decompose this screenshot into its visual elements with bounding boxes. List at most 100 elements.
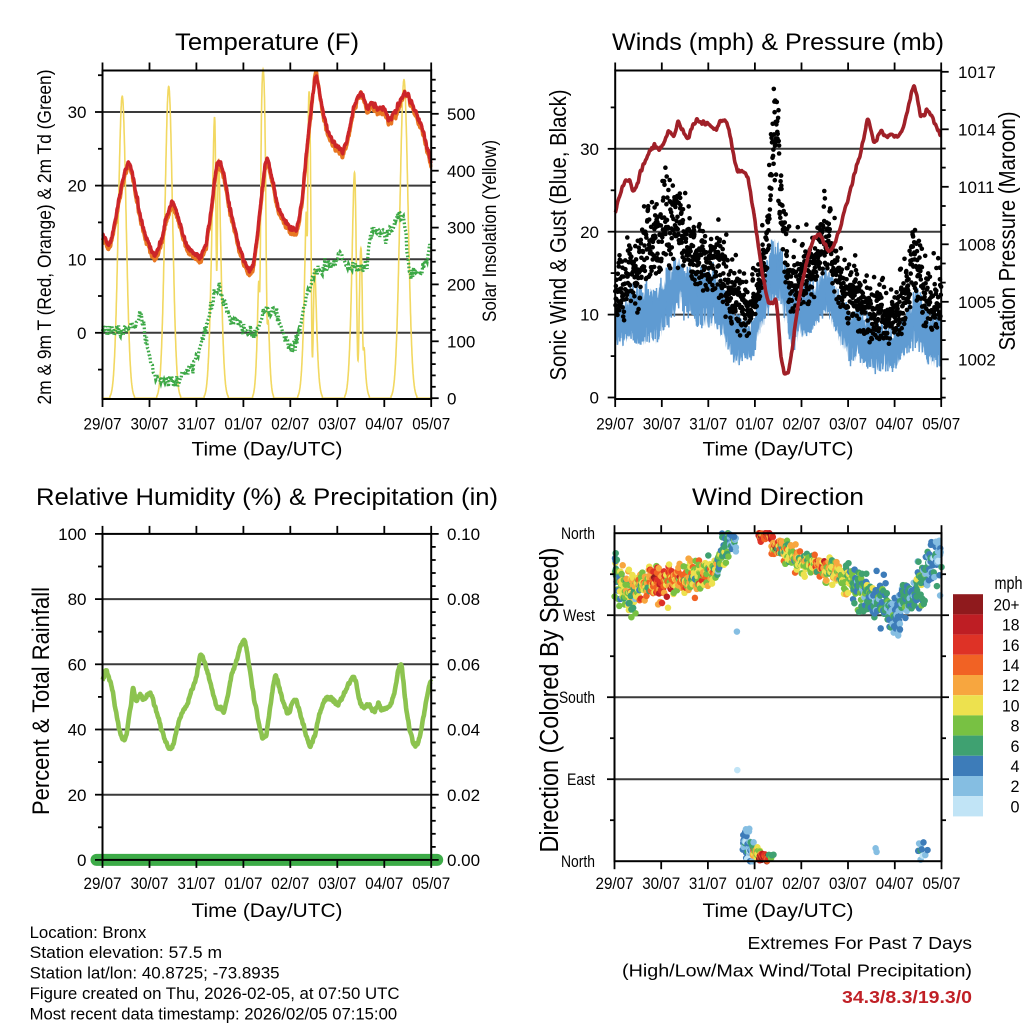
svg-text:Sonic Wind & Gust (Blue, Black: Sonic Wind & Gust (Blue, Black) (545, 90, 571, 381)
svg-text:29/07: 29/07 (84, 874, 122, 893)
svg-text:31/07: 31/07 (177, 874, 215, 893)
svg-text:01/07: 01/07 (224, 874, 262, 893)
svg-text:14: 14 (1002, 656, 1020, 675)
svg-text:18: 18 (1002, 616, 1020, 635)
svg-text:0.08: 0.08 (447, 590, 480, 609)
svg-text:Time (Day/UTC): Time (Day/UTC) (192, 901, 343, 922)
svg-text:1011: 1011 (958, 178, 995, 197)
svg-text:Percent & Total Rainfall: Percent & Total Rainfall (28, 587, 55, 815)
svg-text:Most recent data timestamp: 20: Most recent data timestamp: 2026/02/05 0… (30, 1004, 398, 1023)
svg-text:(High/Low/Max Wind/Total Preci: (High/Low/Max Wind/Total Precipitation) (622, 961, 972, 981)
svg-text:North: North (561, 525, 595, 543)
svg-text:01/07: 01/07 (736, 874, 774, 893)
svg-text:1005: 1005 (958, 293, 996, 312)
svg-text:31/07: 31/07 (177, 415, 215, 434)
svg-text:29/07: 29/07 (84, 415, 122, 434)
svg-text:30: 30 (580, 140, 599, 159)
svg-text:Station elevation: 57.5 m: Station elevation: 57.5 m (30, 943, 223, 962)
svg-text:Station Pressure (Maroon): Station Pressure (Maroon) (994, 112, 1020, 351)
svg-text:Time (Day/UTC): Time (Day/UTC) (703, 440, 854, 461)
svg-text:80: 80 (68, 590, 87, 609)
svg-text:2m & 9m T (Red, Orange) & 2m T: 2m & 9m T (Red, Orange) & 2m Td (Green) (34, 70, 56, 405)
svg-text:mph: mph (995, 573, 1023, 593)
svg-text:South: South (559, 689, 595, 707)
svg-text:20+: 20+ (994, 595, 1020, 614)
svg-text:Relative Humidity (%) & Precip: Relative Humidity (%) & Precipitation (i… (36, 484, 498, 511)
svg-text:05/07: 05/07 (412, 415, 450, 434)
svg-text:0.00: 0.00 (447, 851, 480, 870)
svg-text:30/07: 30/07 (131, 415, 169, 434)
svg-text:03/07: 03/07 (318, 874, 356, 893)
svg-text:6: 6 (1011, 737, 1020, 756)
svg-text:0: 0 (77, 324, 86, 343)
svg-text:1014: 1014 (958, 120, 996, 139)
svg-text:04/07: 04/07 (876, 415, 914, 434)
svg-text:Time (Day/UTC): Time (Day/UTC) (192, 440, 343, 461)
svg-text:60: 60 (68, 655, 87, 674)
svg-text:100: 100 (58, 525, 86, 544)
svg-text:Solar Insolation (Yellow): Solar Insolation (Yellow) (479, 140, 501, 322)
svg-text:30/07: 30/07 (131, 874, 169, 893)
svg-text:03/07: 03/07 (318, 415, 356, 434)
svg-text:12: 12 (1002, 676, 1020, 695)
svg-text:8: 8 (1011, 717, 1020, 736)
svg-text:03/07: 03/07 (829, 415, 867, 434)
svg-text:Figure created on Thu, 2026-02: Figure created on Thu, 2026-02-05, at 07… (30, 984, 400, 1003)
svg-text:100: 100 (447, 332, 475, 351)
svg-text:10: 10 (68, 250, 87, 269)
svg-text:1008: 1008 (958, 235, 996, 254)
svg-text:0: 0 (77, 851, 86, 870)
svg-text:01/07: 01/07 (224, 415, 262, 434)
svg-text:0.04: 0.04 (447, 721, 480, 740)
svg-text:04/07: 04/07 (876, 874, 914, 893)
svg-text:03/07: 03/07 (829, 874, 867, 893)
svg-text:20: 20 (68, 177, 87, 196)
svg-text:Extremes For Past 7 Days: Extremes For Past 7 Days (748, 933, 973, 953)
svg-text:1017: 1017 (958, 63, 996, 82)
svg-text:2: 2 (1011, 777, 1020, 796)
svg-text:Wind Direction: Wind Direction (692, 484, 864, 511)
svg-text:02/07: 02/07 (782, 874, 820, 893)
svg-text:1002: 1002 (958, 350, 996, 369)
svg-text:400: 400 (447, 162, 475, 181)
svg-text:02/07: 02/07 (271, 874, 309, 893)
svg-text:20: 20 (68, 786, 87, 805)
svg-text:West: West (563, 607, 595, 625)
svg-text:0: 0 (1011, 797, 1020, 816)
svg-text:02/07: 02/07 (271, 415, 309, 434)
svg-text:0: 0 (447, 389, 456, 408)
svg-text:East: East (567, 771, 595, 789)
svg-text:04/07: 04/07 (365, 874, 403, 893)
svg-text:Location: Bronx: Location: Bronx (30, 923, 147, 942)
svg-text:10: 10 (580, 306, 599, 325)
svg-text:Direction (Colored By Speed): Direction (Colored By Speed) (536, 548, 564, 853)
svg-text:Temperature (F): Temperature (F) (175, 29, 359, 56)
svg-text:05/07: 05/07 (922, 415, 960, 434)
svg-text:30: 30 (68, 103, 87, 122)
svg-text:05/07: 05/07 (412, 874, 450, 893)
svg-text:North: North (561, 853, 595, 871)
svg-text:31/07: 31/07 (689, 415, 727, 434)
svg-text:01/07: 01/07 (736, 415, 774, 434)
svg-text:30/07: 30/07 (643, 415, 681, 434)
svg-text:30/07: 30/07 (642, 874, 680, 893)
svg-text:29/07: 29/07 (596, 415, 634, 434)
svg-text:29/07: 29/07 (596, 874, 634, 893)
svg-text:20: 20 (580, 223, 599, 242)
svg-text:40: 40 (68, 721, 87, 740)
svg-text:4: 4 (1011, 757, 1020, 776)
svg-text:31/07: 31/07 (689, 874, 727, 893)
svg-text:Station lat/lon: 40.8725; -73.: Station lat/lon: 40.8725; -73.8935 (30, 964, 280, 983)
svg-text:0.10: 0.10 (447, 525, 480, 544)
svg-text:300: 300 (447, 219, 475, 238)
svg-text:Time (Day/UTC): Time (Day/UTC) (703, 901, 854, 922)
svg-text:10: 10 (1002, 696, 1020, 715)
svg-text:34.3/8.3/19.3/0: 34.3/8.3/19.3/0 (842, 987, 972, 1007)
svg-text:04/07: 04/07 (365, 415, 403, 434)
svg-text:200: 200 (447, 276, 475, 295)
svg-text:0.06: 0.06 (447, 655, 480, 674)
svg-text:16: 16 (1002, 636, 1020, 655)
svg-text:02/07: 02/07 (783, 415, 821, 434)
svg-text:0: 0 (590, 389, 599, 408)
svg-text:500: 500 (447, 105, 475, 124)
